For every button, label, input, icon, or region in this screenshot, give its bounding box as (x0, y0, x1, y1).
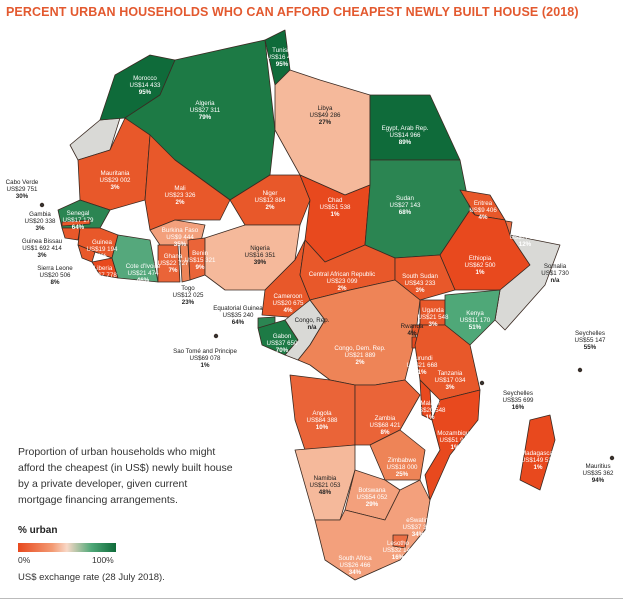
label-ghana: Ghana US$22 727 7% (158, 253, 190, 274)
label-namibia: Namibia US$21 053 48% (310, 475, 342, 496)
label-southafrica: South Africa US$26 466 34% (338, 555, 372, 576)
country-gambia (61, 219, 91, 227)
label-gambia: Gambia US$20 338 3% (25, 211, 57, 232)
island-marker (213, 333, 219, 339)
country-mozambique (424, 389, 481, 501)
exchange-rate-note: US$ exchange rate (28 July 2018). (18, 572, 165, 583)
label-djibouti: Djibouti US$77 288 12% (510, 227, 542, 248)
label-mauritius: Mauritius US$35 362 94% (583, 463, 615, 484)
label-saotome: Sao Tomé and Principe US$69 078 1% (173, 348, 237, 369)
country-guineabissau (61, 227, 81, 241)
label-congorep: Congo, Rep. n/a (295, 317, 330, 331)
label-mali: Mali US$23 326 2% (165, 185, 197, 206)
bottom-rule (0, 598, 623, 599)
country-ghana (157, 244, 181, 283)
country-southafrica (314, 479, 431, 581)
country-zambia (354, 379, 421, 446)
label-caboverde: Cabo Verde US$29 751 30% (6, 179, 39, 200)
label-lesotho: Lesotho US$32 142 16% (383, 540, 415, 561)
country-cotedivoire (111, 234, 159, 283)
legend-max-label: 100% (92, 555, 114, 565)
label-zambia: Zambia US$68 421 8% (370, 415, 402, 436)
label-eritrea: Eritrea US$9 406 4% (469, 200, 497, 221)
label-sudan: Sudan US$27 143 68% (390, 195, 422, 216)
label-somalia: Somalia US$1 730 n/a (541, 263, 569, 284)
legend-title: % urban (18, 525, 58, 536)
label-nigeria: Nigeria US$16 351 39% (245, 245, 277, 266)
label-sierraleone: Sierra Leone US$20 506 8% (37, 265, 73, 286)
country-lesotho (392, 534, 409, 549)
label-cameroon: Cameroon US$20 675 4% (273, 293, 305, 314)
label-eswatini: eSwatini US$37 388 34% (403, 517, 435, 538)
label-tanzania: Tanzania US$17 034 3% (435, 370, 467, 391)
label-seychelles1: Seychelles US$55 147 55% (575, 330, 607, 351)
label-guineabissau: Guinea Bissau US$1 692 414 3% (22, 238, 63, 259)
label-malawi: Malawi US$20 548 1% (415, 400, 447, 421)
label-burundi: Burundi US$21 668 1% (407, 355, 439, 376)
country-madagascar (519, 414, 556, 491)
country-southsudan (394, 254, 456, 301)
label-burkina: Burkina Faso US$9 444 35% (162, 227, 199, 248)
label-morocco: Morocco US$14 433 95% (130, 75, 162, 96)
country-burkina (149, 219, 206, 246)
label-liberia: Liberia US$7 778 0% (89, 265, 117, 286)
country-somalia (494, 234, 561, 331)
label-botswana: Botswana US$54 052 29% (357, 487, 389, 508)
country-kenya (444, 289, 501, 346)
island-marker (577, 367, 583, 373)
label-southsudan: South Sudan US$43 233 3% (402, 273, 438, 294)
label-tunisia: Tunisia US$16 433 95% (267, 47, 299, 68)
island-marker (39, 202, 45, 208)
label-libya: Libya US$49 286 27% (310, 105, 342, 126)
legend-color-bar (18, 543, 116, 552)
label-mozambique: Mozambique US$51 913 1% (437, 430, 473, 451)
label-car: Central African Republic US$23 099 2% (309, 271, 375, 292)
label-gabon: Gabon US$37 650 70% (267, 333, 299, 354)
label-kenya: Kenya US$11 170 51% (460, 310, 491, 331)
label-togo: Togo US$12 025 23% (173, 285, 205, 306)
label-zimbabwe: Zimbabwe US$18 000 25% (387, 457, 419, 478)
label-seychelles2: Seychelles US$35 699 16% (503, 390, 535, 411)
island-marker (609, 455, 615, 461)
label-eqguinea: Equatorial Guinea US$35 240 64% (213, 305, 263, 326)
label-senegal: Senegal US$17 179 64% (63, 210, 95, 231)
label-niger: Niger US$12 884 2% (255, 190, 287, 211)
label-benin: Benin US$15 321 9% (185, 250, 217, 271)
label-drc: Congo, Dem. Rep. US$21 889 2% (334, 345, 386, 366)
map-title: PERCENT URBAN HOUSEHOLDS WHO CAN AFFORD … (6, 5, 579, 19)
label-madagascar: Madagascar US$149 534 1% (521, 450, 556, 471)
island-marker (479, 380, 485, 386)
label-cotedivoire: Cote d'Ivoire US$21 474 46% (126, 263, 161, 284)
label-guinea: Guinea US$19 194 3% (87, 239, 119, 260)
country-namibia (294, 444, 356, 521)
country-westsahara (69, 117, 121, 161)
label-angola: Angola US$84 388 10% (307, 410, 339, 431)
legend-min-label: 0% (18, 555, 31, 565)
country-zimbabwe (369, 429, 426, 481)
label-uganda: Uganda US$21 548 3% (418, 307, 450, 328)
label-rwanda: Rwanda 4% (401, 323, 424, 337)
label-mauritania: Mauritania US$29 002 3% (100, 170, 132, 191)
label-algeria: Algeria US$27 311 79% (190, 100, 221, 121)
map-description: Proportion of urban households who might… (18, 446, 233, 506)
label-egypt: Egypt, Arab Rep. US$14 966 89% (382, 125, 429, 146)
label-chad: Chad US$51 538 1% (320, 197, 352, 218)
label-ethiopia: Ethiopia US$62 500 1% (465, 255, 497, 276)
